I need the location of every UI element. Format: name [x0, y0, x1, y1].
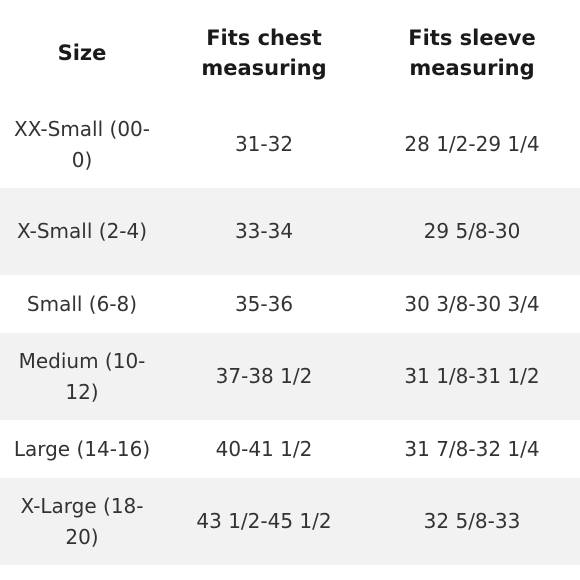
sleeve-cell: 31 7/8-32 1/4	[404, 436, 540, 461]
size-cell: X-Large (18-20)	[0, 478, 164, 565]
chest-cell: 37-38 1/2	[164, 333, 364, 420]
size-cell: Small (6-8)	[26, 291, 138, 316]
header-sleeve: Fits sleeve measuring	[408, 25, 536, 80]
size-cell: XX-Small (00-0)	[14, 116, 150, 172]
header-chest: Fits chest measuring	[201, 25, 327, 80]
table-row: XX-Small (00-0) 31-32 28 1/2-29 1/4	[0, 101, 580, 188]
chest-cell: 33-34	[164, 188, 364, 275]
chest-cell: 35-36	[234, 291, 294, 316]
header-size: Size	[57, 40, 107, 65]
chest-cell: 40-41 1/2	[215, 436, 313, 461]
sleeve-cell: 31 1/8-31 1/2	[364, 333, 580, 420]
table-row: Large (14-16) 40-41 1/2 31 7/8-32 1/4	[0, 420, 580, 478]
size-cell: Large (14-16)	[13, 436, 151, 461]
chest-cell: 43 1/2-45 1/2	[164, 478, 364, 565]
table-row: X-Large (18-20) 43 1/2-45 1/2 32 5/8-33	[0, 478, 580, 565]
chest-cell: 31-32	[234, 132, 294, 156]
sleeve-cell: 28 1/2-29 1/4	[404, 132, 540, 156]
table-row: Small (6-8) 35-36 30 3/8-30 3/4	[0, 275, 580, 333]
table-header-row: Size Fits chest measuring Fits sleeve me…	[0, 4, 580, 101]
sleeve-cell: 30 3/8-30 3/4	[404, 291, 540, 316]
table-row: Medium (10-12) 37-38 1/2 31 1/8-31 1/2	[0, 333, 580, 420]
size-cell: X-Small (2-4)	[0, 188, 164, 275]
sleeve-cell: 29 5/8-30	[364, 188, 580, 275]
table-row: X-Small (2-4) 33-34 29 5/8-30	[0, 188, 580, 275]
sleeve-cell: 32 5/8-33	[364, 478, 580, 565]
size-cell: Medium (10-12)	[0, 333, 164, 420]
size-chart-table: Size Fits chest measuring Fits sleeve me…	[0, 4, 580, 565]
